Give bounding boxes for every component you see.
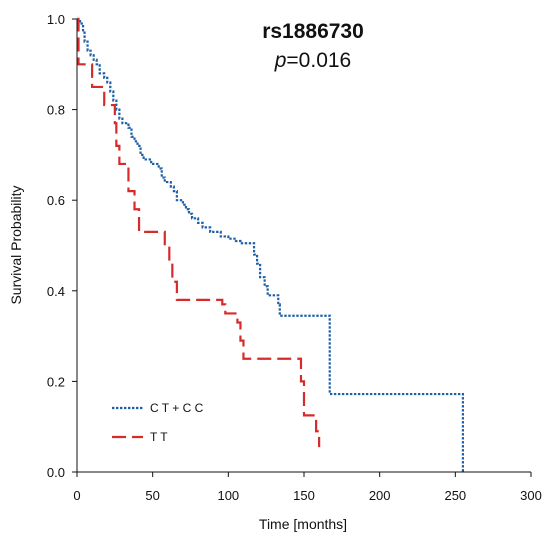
p-value-annotation: p=0.016 (274, 49, 352, 72)
x-axis-title: Time [months] (259, 516, 347, 532)
survival-curve-2 (77, 17, 321, 448)
x-tick-label: 250 (444, 488, 466, 503)
legend-label-2: T T (150, 430, 168, 444)
y-axis-title: Survival Probability (8, 185, 24, 304)
y-tick-label: 1.0 (47, 12, 65, 27)
survival-curve-1 (77, 17, 464, 472)
y-tick-label: 0.2 (47, 374, 65, 389)
x-tick-label: 150 (293, 488, 315, 503)
plot-area (77, 17, 464, 472)
legend-label-1: C T + C C (150, 401, 204, 415)
x-tick-label: 0 (73, 488, 80, 503)
y-tick-label: 0.0 (47, 465, 65, 480)
legend: C T + C C T T (112, 401, 204, 444)
y-tick-label: 0.8 (47, 103, 65, 118)
p-value: =0.016 (286, 49, 351, 72)
x-tick-label: 50 (145, 488, 159, 503)
x-tick-label: 300 (520, 488, 542, 503)
x-tick-label: 100 (217, 488, 239, 503)
chart-title: rs1886730 (262, 20, 364, 43)
y-tick-label: 0.6 (47, 193, 65, 208)
x-tick-label: 200 (369, 488, 391, 503)
axes: 0 50 100 150 200 250 300 0.0 0.2 0.4 0.6 0.8 1.0 (47, 12, 542, 503)
p-label: p (274, 49, 287, 72)
y-tick-label: 0.4 (47, 284, 65, 299)
